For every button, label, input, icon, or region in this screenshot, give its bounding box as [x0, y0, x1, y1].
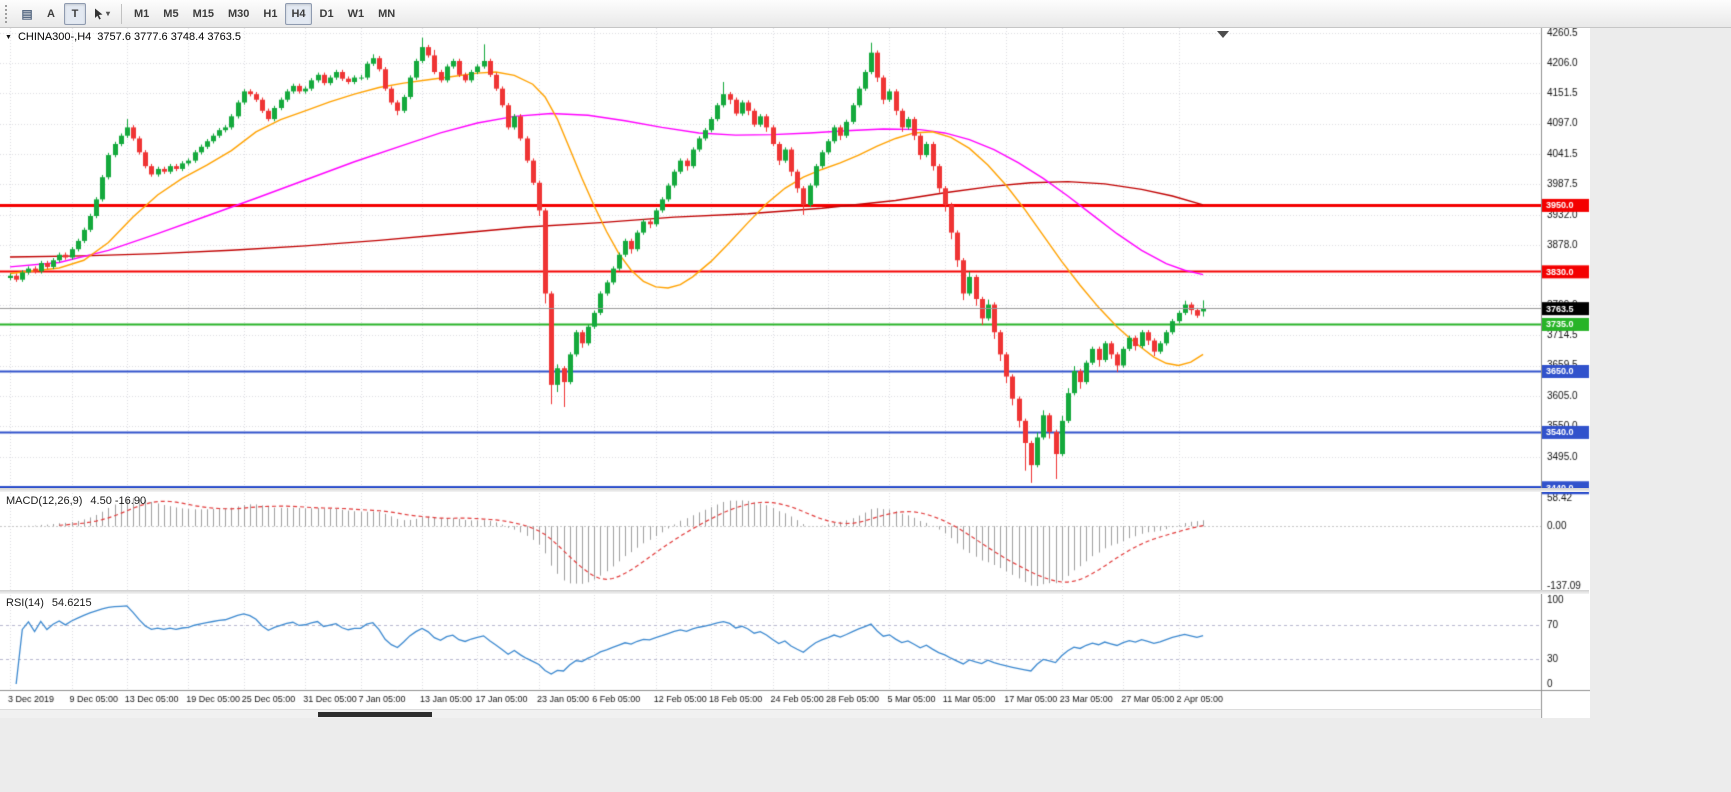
macd-name: MACD(12,26,9) — [6, 495, 83, 507]
macd-indicator-label: MACD(12,26,9) 4.50 -16.90 — [6, 495, 146, 507]
scrollbar-thumb[interactable] — [318, 712, 432, 717]
chart-area: ▼ CHINA300-,H4 3757.6 3777.6 3748.4 3763… — [0, 28, 1590, 718]
chart-canvas[interactable] — [0, 28, 1590, 718]
timeframe-button-m15[interactable]: M15 — [192, 7, 214, 20]
rsi-value: 54.6215 — [51, 597, 92, 609]
cursor-tool-button[interactable]: ▾ — [88, 3, 115, 25]
panel-splitter-rsi[interactable] — [0, 590, 1589, 594]
chart-ohlc-values: 3757.6 3777.6 3748.4 3763.5 — [97, 31, 242, 43]
timeframe-button-m5[interactable]: M5 — [163, 7, 179, 20]
chart-title: ▼ CHINA300-,H4 3757.6 3777.6 3748.4 3763… — [5, 31, 241, 43]
timeframe-button-m1[interactable]: M1 — [134, 7, 150, 20]
toolbar-drag-handle[interactable] — [5, 4, 10, 23]
macd-values: 4.50 -16.90 — [90, 495, 147, 507]
timeframe-button-h4[interactable]: H4 — [285, 2, 312, 25]
timeframe-button-m30[interactable]: M30 — [227, 7, 250, 20]
toolbar-separator — [121, 3, 123, 24]
chart-symbol-period: CHINA300-,H4 — [17, 31, 92, 43]
toolbar: ▤ A T ▾ M1 M5 M15 M30 H1 H4 D1 W1 MN — [0, 0, 1731, 28]
rsi-name: RSI(14) — [6, 597, 44, 609]
text-tool-button[interactable]: T — [64, 2, 86, 25]
rsi-indicator-label: RSI(14) 54.6215 — [6, 597, 92, 609]
panel-splitter-macd[interactable] — [0, 488, 1589, 492]
timeframe-button-h1[interactable]: H1 — [263, 7, 278, 20]
timeframe-button-w1[interactable]: W1 — [347, 7, 365, 20]
tool-a-button[interactable]: A — [47, 7, 55, 20]
chevron-down-icon: ▾ — [106, 9, 111, 18]
cursor-arrow-icon — [95, 8, 103, 19]
chart-windows-button[interactable]: ▤ — [16, 3, 38, 25]
one-click-trading-toggle[interactable]: ▼ — [5, 33, 12, 41]
timeframe-button-d1[interactable]: D1 — [319, 7, 334, 20]
grid-icon: ▤ — [21, 6, 33, 21]
timeframe-button-mn[interactable]: MN — [378, 7, 396, 20]
horizontal-scrollbar[interactable] — [0, 709, 1541, 718]
chart-shift-marker[interactable] — [1217, 31, 1229, 38]
